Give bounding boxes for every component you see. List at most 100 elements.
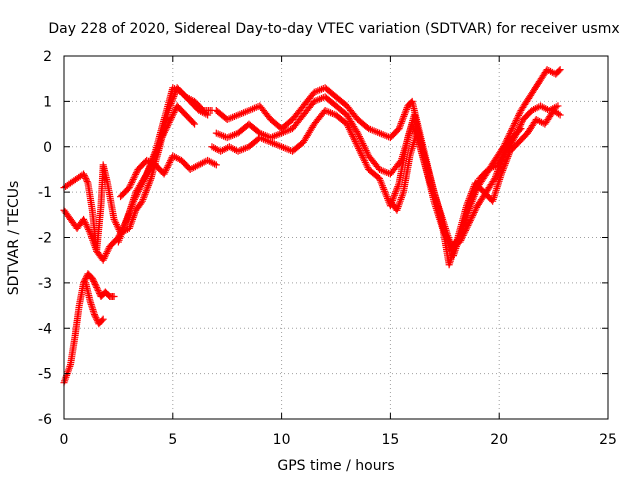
data-point <box>462 226 470 234</box>
data-point <box>507 128 515 136</box>
data-point <box>170 109 178 117</box>
data-point <box>104 246 112 254</box>
data-point <box>443 233 451 241</box>
data-point <box>168 113 176 121</box>
data-point <box>135 186 143 194</box>
data-point <box>128 179 136 187</box>
data-point <box>100 254 108 262</box>
data-point <box>157 137 165 145</box>
data-point <box>511 118 519 126</box>
data-point <box>165 118 173 126</box>
data-point <box>507 137 515 145</box>
data-point <box>138 179 146 187</box>
data-point <box>131 172 139 180</box>
data-point <box>441 229 449 237</box>
data-point <box>162 165 170 173</box>
data-point <box>212 161 220 169</box>
data-point <box>507 126 515 134</box>
data-point <box>139 177 147 185</box>
data-point <box>134 189 142 197</box>
data-point <box>161 127 169 135</box>
data-point <box>458 235 466 243</box>
data-point <box>95 288 103 296</box>
data-point <box>83 178 91 186</box>
data-point <box>80 170 88 178</box>
data-point <box>128 177 136 185</box>
data-point <box>160 130 168 138</box>
data-point <box>163 123 171 131</box>
data-point <box>464 222 472 230</box>
data-point <box>112 220 120 228</box>
data-point <box>554 110 562 118</box>
y-tick-label: -6 <box>38 412 52 428</box>
data-point <box>463 223 471 231</box>
data-point <box>503 145 511 153</box>
data-point <box>90 279 98 287</box>
series-track-6 <box>117 152 220 201</box>
x-tick-label: 5 <box>168 432 177 448</box>
data-point <box>204 111 212 119</box>
data-point <box>465 220 473 228</box>
data-point <box>110 292 118 300</box>
data-point <box>556 111 564 119</box>
data-point <box>83 222 91 230</box>
data-point <box>110 215 118 223</box>
data-point <box>94 286 102 294</box>
data-point <box>82 175 90 183</box>
data-point <box>143 169 151 177</box>
data-point <box>126 182 134 190</box>
data-point <box>142 172 150 180</box>
y-tick-label: -1 <box>38 185 52 201</box>
data-point <box>500 152 508 160</box>
x-tick-label: 20 <box>490 432 508 448</box>
data-point <box>81 276 89 284</box>
data-point <box>130 174 138 182</box>
data-point <box>516 126 524 134</box>
data-point <box>91 312 99 320</box>
data-point <box>171 107 179 115</box>
data-point <box>130 196 138 204</box>
data-point <box>164 120 172 128</box>
x-tick-label: 10 <box>273 432 291 448</box>
data-point <box>512 116 520 124</box>
data-point <box>144 168 152 175</box>
x-tick-label: 25 <box>599 432 617 448</box>
data-point <box>90 311 98 319</box>
data-point <box>132 169 140 177</box>
data-point <box>91 280 99 288</box>
data-point <box>142 171 150 179</box>
data-point <box>444 236 452 244</box>
data-point <box>158 133 166 141</box>
data-point <box>132 192 140 200</box>
data-point <box>88 274 96 282</box>
data-point <box>165 160 173 168</box>
data-point <box>129 175 137 183</box>
data-point <box>163 163 171 171</box>
data-point <box>457 236 465 244</box>
data-point <box>160 170 168 178</box>
data-point <box>166 157 174 165</box>
data-point <box>133 191 141 199</box>
data-point <box>162 125 170 133</box>
data-point <box>80 217 88 225</box>
data-point <box>145 166 153 174</box>
data-point <box>99 256 107 264</box>
data-point <box>160 128 168 136</box>
data-point <box>111 217 119 225</box>
data-point <box>501 149 509 157</box>
data-point <box>137 182 145 190</box>
data-point <box>502 147 510 155</box>
data-point <box>164 122 172 130</box>
chart-title: Day 228 of 2020, Sidereal Day-to-day VTE… <box>48 21 619 37</box>
data-point <box>191 120 199 128</box>
data-point <box>101 253 109 261</box>
data-point <box>466 217 474 225</box>
data-point <box>555 67 563 75</box>
data-point <box>168 112 176 120</box>
x-tick-label: 0 <box>60 432 69 448</box>
data-point <box>458 233 466 241</box>
data-point <box>169 110 177 118</box>
data-point <box>509 123 517 131</box>
data-point <box>513 115 521 123</box>
